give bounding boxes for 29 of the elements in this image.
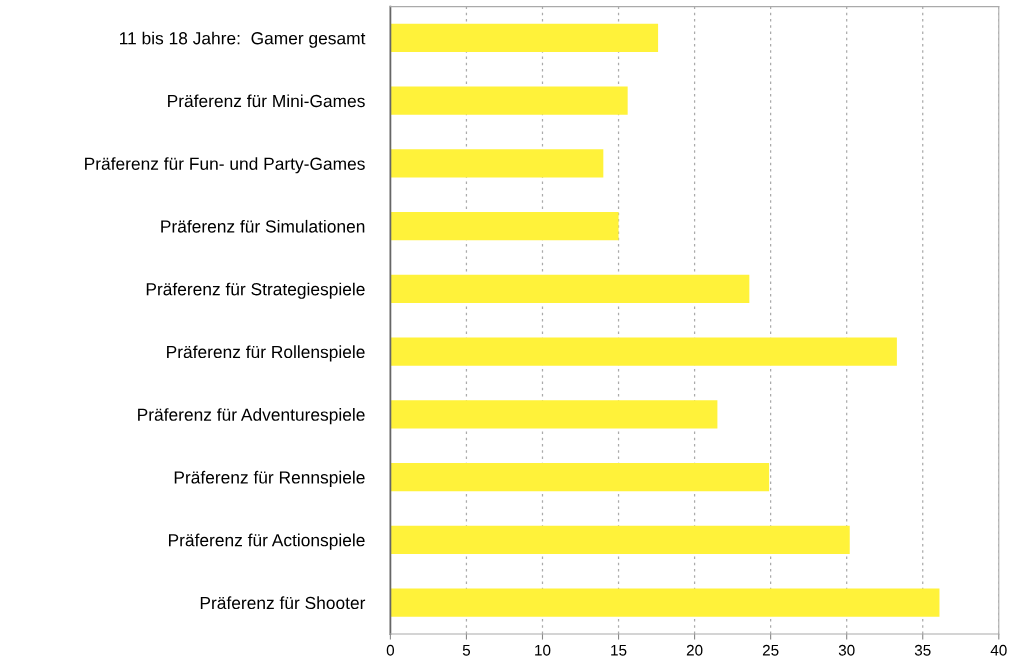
- bar: [390, 23, 659, 53]
- y-tick-label: Präferenz für Fun- und Party-Games: [85, 157, 365, 174]
- y-tick-label: Präferenz für Simulationen: [161, 219, 365, 233]
- bar: [390, 463, 770, 492]
- y-tick-label: 11 bis 18 Jahre: Gamer gesamt: [120, 31, 366, 48]
- y-tick-label: Präferenz für Rollenspiele: [167, 345, 365, 362]
- x-tick-label: 5: [462, 644, 471, 656]
- x-tick-label: 10: [535, 644, 551, 656]
- bar: [390, 525, 850, 555]
- y-tick-label: Präferenz für Adventurespiele: [138, 408, 365, 425]
- bar: [390, 588, 940, 617]
- bar: [390, 337, 897, 366]
- x-tick-label: 15: [611, 644, 627, 656]
- y-tick-label: Präferenz für Actionspiele: [168, 533, 365, 550]
- x-tick-label: 40: [990, 644, 1007, 656]
- y-tick-label: Präferenz für Mini-Games: [168, 94, 365, 108]
- bar: [390, 149, 604, 178]
- bar: [390, 212, 619, 241]
- y-tick-label: Präferenz für Strategiespiele: [146, 282, 365, 299]
- y-tick-label: Präferenz für Rennspiele: [174, 470, 365, 488]
- x-tick-label: 25: [762, 644, 779, 656]
- x-tick-label: 35: [914, 644, 931, 656]
- y-tick-label: Präferenz für Shooter: [200, 596, 366, 610]
- bar: [390, 274, 750, 304]
- x-tick-label: 30: [838, 644, 855, 656]
- bar: [390, 86, 628, 115]
- bar: [390, 400, 718, 429]
- x-tick-label: 20: [686, 644, 703, 656]
- x-tick-label: 0: [386, 644, 395, 656]
